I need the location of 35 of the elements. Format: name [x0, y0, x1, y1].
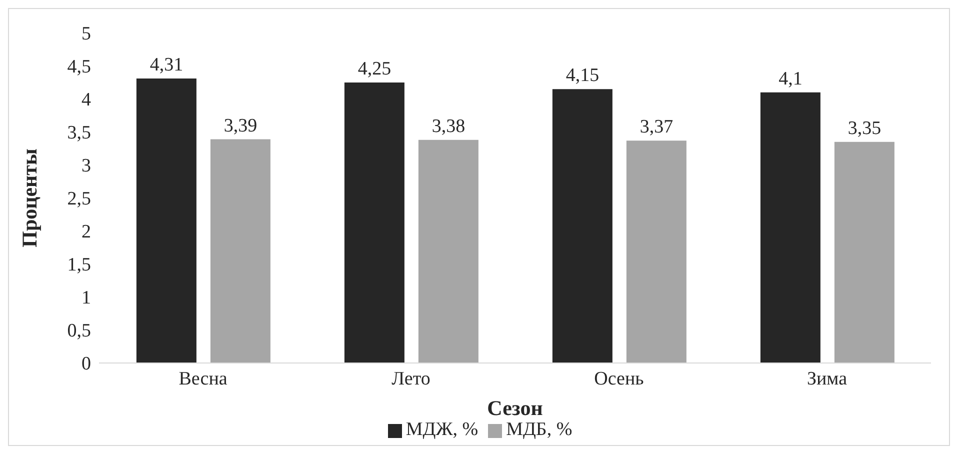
data-label: 4,31: [150, 54, 184, 76]
y-tick-label: 2: [82, 222, 91, 243]
bar: [760, 92, 820, 363]
data-label: 4,15: [566, 65, 600, 86]
bar: [210, 139, 270, 363]
bar: [418, 140, 478, 363]
y-tick-label: 0,5: [67, 320, 91, 342]
y-tick-label: 3: [82, 156, 91, 177]
x-tick-label: Зима: [806, 368, 848, 390]
y-tick-label: 1,5: [67, 254, 91, 276]
x-tick-label: Весна: [178, 368, 228, 390]
y-tick-label: 0: [82, 354, 91, 375]
y-tick-label: 1: [82, 288, 91, 309]
bar: [344, 82, 404, 363]
y-axis-title: Проценты: [17, 148, 42, 248]
data-label: 3,37: [640, 116, 674, 138]
legend-label: МДБ, %: [506, 419, 572, 440]
y-tick-label: 4,5: [67, 56, 91, 78]
data-label: 3,35: [848, 118, 882, 139]
x-tick-label: Осень: [594, 368, 644, 390]
x-tick-label: Лето: [392, 368, 430, 390]
y-tick-label: 4: [82, 90, 92, 111]
legend-label: МДЖ, %: [406, 419, 478, 440]
y-tick-label: 3,5: [67, 122, 91, 144]
bar: [136, 78, 196, 363]
data-label: 4,1: [778, 68, 802, 90]
y-tick-label: 5: [82, 24, 91, 45]
x-axis-title: Сезон: [487, 396, 543, 420]
bar: [552, 89, 612, 363]
y-tick-label: 2,5: [67, 188, 91, 210]
data-label: 3,39: [224, 115, 258, 136]
data-label: 3,38: [432, 116, 466, 137]
data-label: 4,25: [358, 58, 392, 80]
bar: [834, 142, 894, 363]
bar: [626, 140, 686, 363]
